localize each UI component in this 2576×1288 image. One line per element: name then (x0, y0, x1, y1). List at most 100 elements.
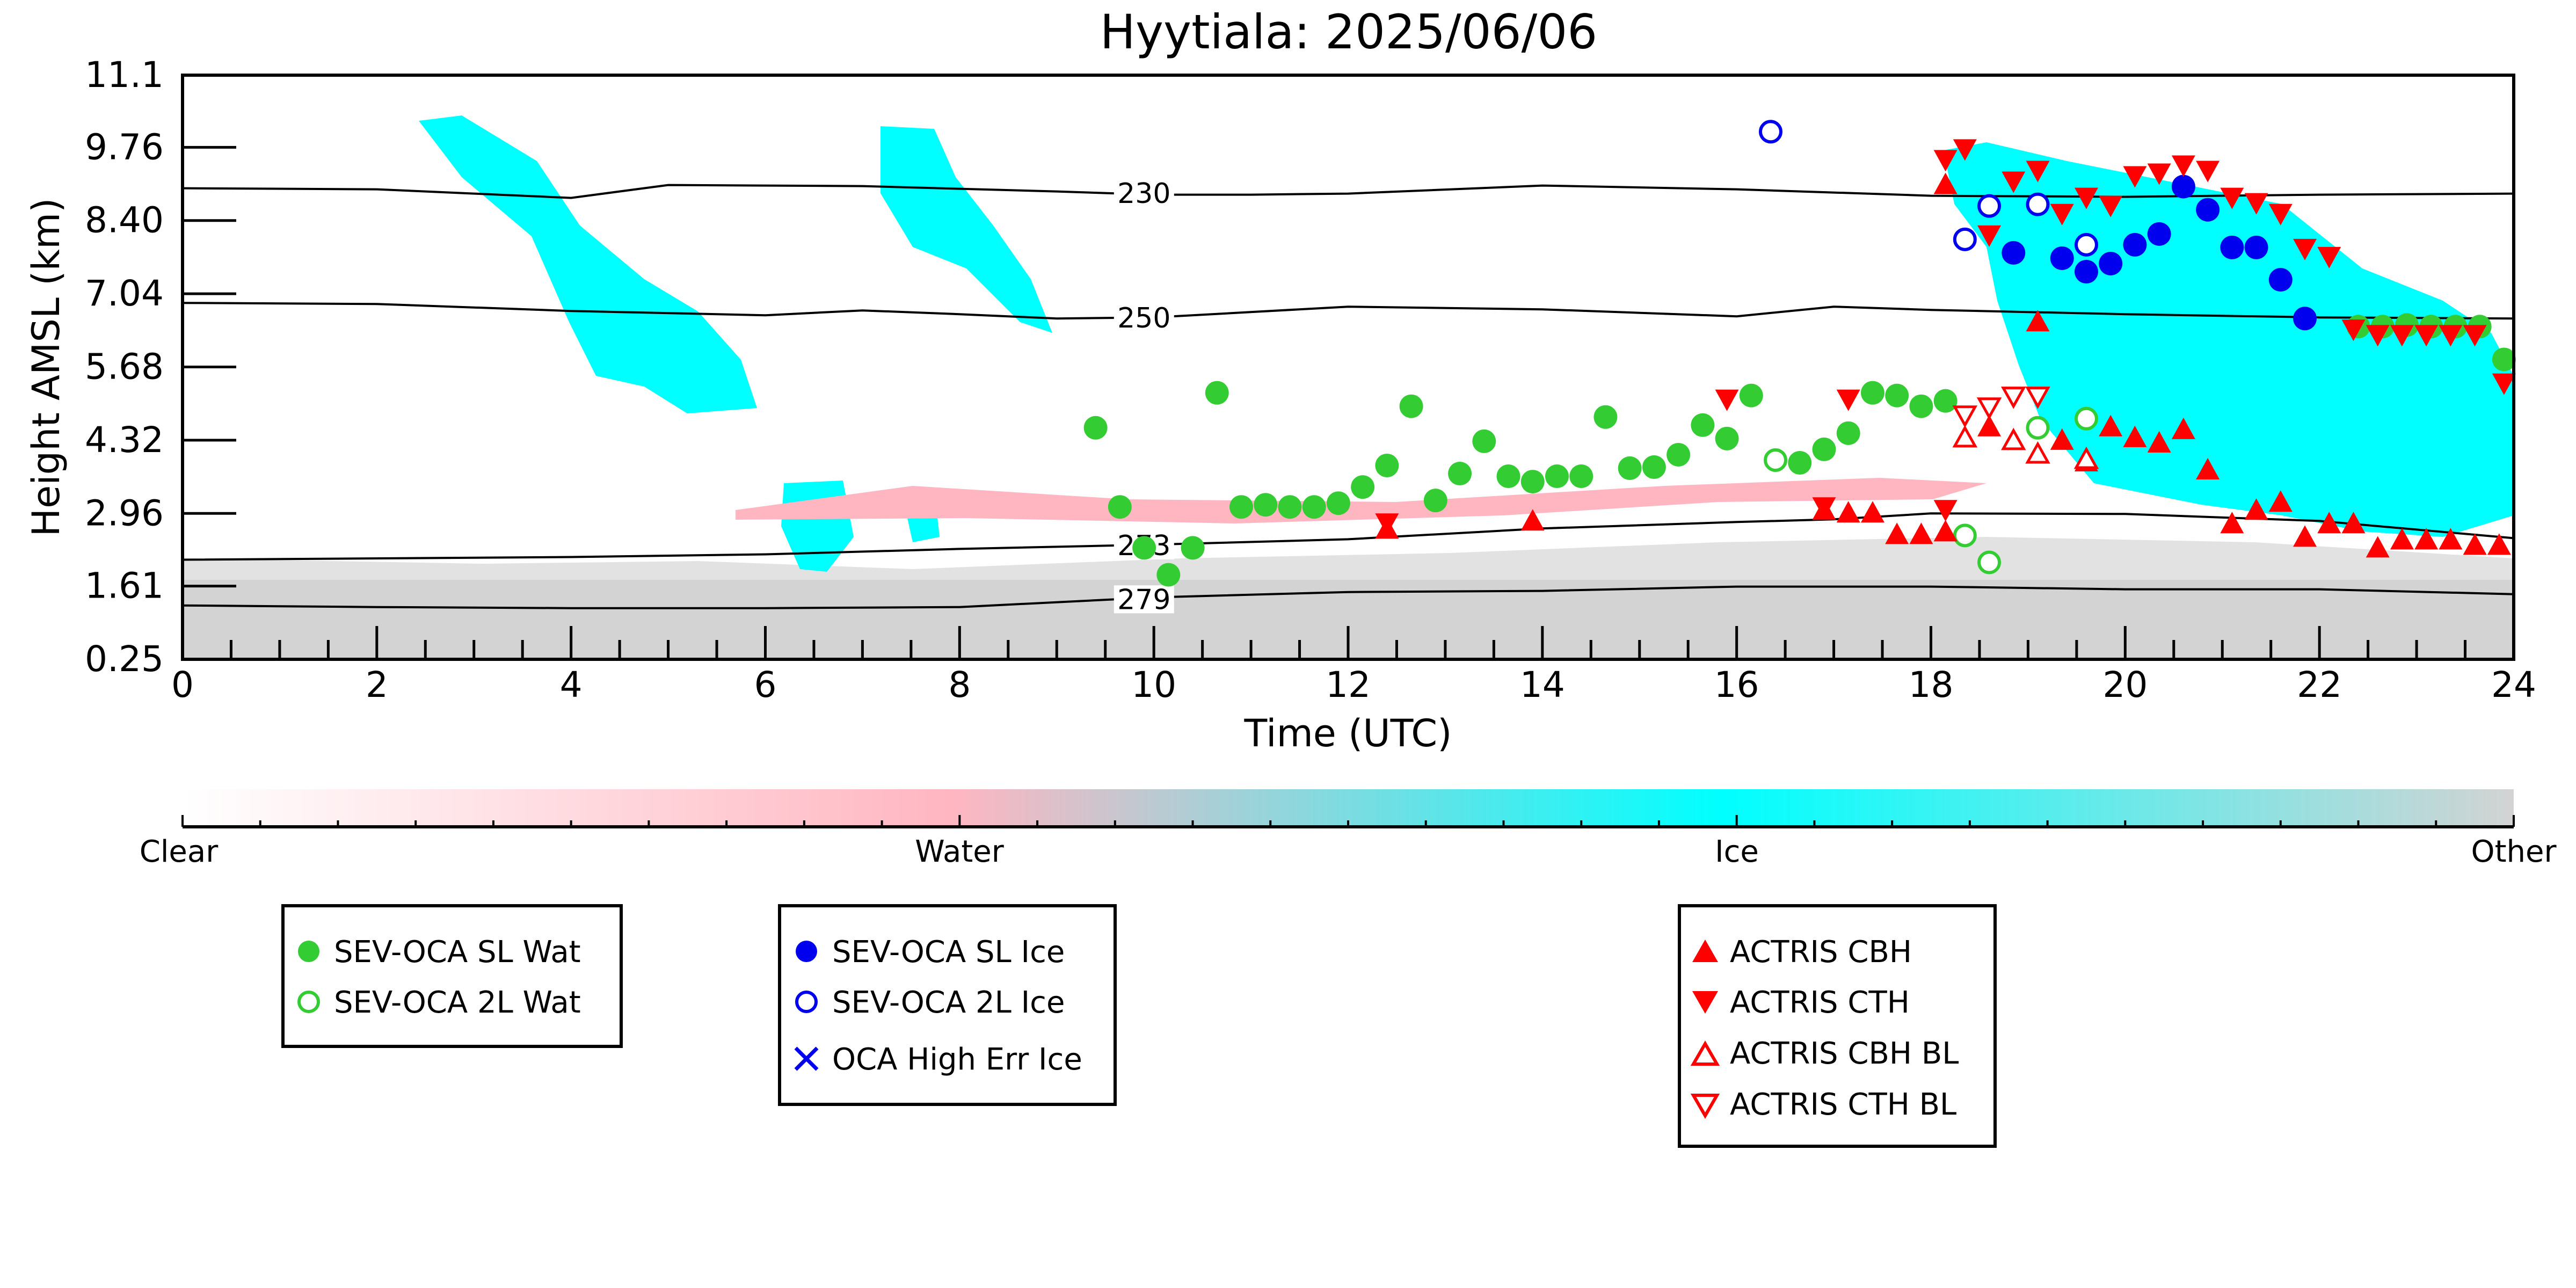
marker-actris-cth-bl (2025, 387, 2050, 409)
marker-actris-cth-bl (1976, 397, 2002, 420)
marker-actris-cth (1933, 500, 1958, 522)
water-layer (736, 478, 1986, 523)
marker-sev-oca-sl-ice (2293, 307, 2317, 331)
colorbar-label-clear: Clear (140, 834, 219, 869)
legend-label-cbh-bl: ACTRIS CBH BL (1730, 1036, 1959, 1071)
marker-sev-oca-sl-wat (1229, 495, 1253, 519)
x-tick-label: 6 (754, 664, 777, 705)
marker-actris-cth (2366, 325, 2390, 347)
marker-actris-cbh (2050, 428, 2074, 450)
marker-sev-oca-sl-wat (1618, 456, 1642, 481)
marker-sev-oca-sl-wat (1933, 389, 1958, 413)
marker-sev-oca-sl-ice (2220, 235, 2244, 259)
marker-sev-oca-sl-wat (1860, 381, 1884, 405)
marker-actris-cbh-bl (2073, 446, 2099, 469)
marker-sev-oca-2l-ice (1758, 120, 1782, 144)
marker-sev-oca-sl-wat (1472, 429, 1496, 453)
marker-actris-cbh (2099, 414, 2123, 436)
x-tick-label: 10 (1131, 664, 1176, 705)
marker-sev-oca-sl-wat (1642, 455, 1666, 479)
marker-sev-oca-sl-ice (2196, 198, 2220, 222)
marker-sev-oca-2l-ice (1977, 194, 2002, 218)
marker-actris-cth (2414, 325, 2439, 347)
marker-actris-cth (2002, 171, 2026, 193)
marker-sev-oca-sl-wat (1399, 394, 1423, 418)
legend-water: SEV-OCA SL Wat SEV-OCA 2L Wat (281, 904, 623, 1048)
marker-sev-oca-2l-ice (1953, 227, 1977, 251)
marker-sev-oca-sl-wat (1083, 416, 1108, 440)
marker-sev-oca-sl-wat (1156, 563, 1181, 587)
legend-ice: SEV-OCA SL Ice SEV-OCA 2L Ice OCA High E… (778, 904, 1117, 1106)
legend-box (778, 904, 1117, 1106)
colorbar: Clear Water Ice Other (140, 789, 2557, 869)
marker-actris-cth (2026, 161, 2050, 183)
marker-sev-oca-sl-wat (1909, 394, 1933, 418)
marker-actris-cbh-bl (2001, 427, 2026, 450)
marker-sev-oca-2l-wat (2026, 416, 2050, 440)
marker-sev-oca-sl-wat (1326, 491, 1350, 515)
y-tick-label: 11.1 (85, 54, 164, 96)
marker-actris-cbh (2123, 425, 2147, 447)
colorbar-label-water: Water (915, 834, 1005, 869)
marker-actris-cbh (1860, 501, 1884, 523)
marker-sev-oca-sl-ice (2050, 246, 2074, 270)
marker-actris-cth (1933, 150, 1958, 172)
y-tick-label: 1.61 (85, 565, 164, 607)
marker-sev-oca-sl-wat (1739, 383, 1763, 407)
marker-actris-cbh (2220, 512, 2244, 534)
marker-actris-cth (2293, 238, 2317, 260)
marker-actris-cbh (2244, 498, 2268, 520)
marker-sev-oca-sl-wat (1132, 536, 1156, 560)
y-tick-label: 8.40 (85, 200, 164, 241)
marker-actris-cbh (1885, 522, 1909, 544)
colorbar-label-ice: Ice (1715, 834, 1759, 869)
legend-label-sl-ice: SEV-OCA SL Ice (832, 935, 1065, 970)
marker-actris-cbh (2414, 528, 2439, 550)
y-tick-label: 7.04 (85, 273, 164, 314)
marker-sev-oca-sl-wat (1885, 383, 1909, 407)
marker-sev-oca-sl-wat (1520, 470, 1545, 494)
marker-actris-cth (1812, 497, 1836, 519)
legend-label-sl-wat: SEV-OCA SL Wat (334, 935, 581, 970)
x-axis-label: Time (UTC) (1244, 711, 1452, 755)
x-axis: 0 2 4 6 8 10 12 14 16 18 20 22 24 (171, 626, 2536, 705)
ice-cloud-left (419, 115, 757, 413)
marker-actris-cbh-bl (2025, 441, 2050, 464)
legend-label-high-err-ice: OCA High Err Ice (832, 1042, 1082, 1077)
ice-cloud-mid (881, 126, 1052, 333)
marker-sev-oca-sl-wat (1448, 462, 1472, 486)
contour-label: 230 (1117, 178, 1170, 210)
marker-sev-oca-sl-wat (1205, 381, 1229, 405)
y-tick-label: 4.32 (85, 419, 164, 461)
colorbar-ticks (181, 815, 2515, 827)
marker-sev-oca-sl-wat (1108, 495, 1132, 519)
marker-actris-cth (2268, 203, 2293, 225)
marker-sev-oca-sl-ice (2171, 174, 2195, 199)
colorbar-gradient (183, 789, 2514, 826)
marker-sev-oca-sl-wat (1181, 536, 1205, 560)
marker-sev-oca-sl-wat (1278, 495, 1302, 519)
marker-sev-oca-sl-ice (2147, 222, 2171, 246)
contour-label-bg (1114, 179, 1174, 208)
marker-sev-oca-sl-wat (1496, 464, 1520, 489)
contour-label: 250 (1117, 302, 1170, 334)
legend-box (1678, 904, 1997, 1148)
y-axis-label: Height AMSL (km) (24, 198, 68, 537)
y-tick-label: 5.68 (85, 346, 164, 387)
marker-actris-cth (2171, 155, 2195, 177)
ground-other-band-top (183, 537, 2514, 580)
marker-actris-cbh (2439, 528, 2463, 550)
contour-label: 279 (1117, 584, 1170, 616)
marker-actris-cth (2050, 203, 2074, 225)
marker-actris-cbh-bl (1952, 425, 1978, 448)
marker-actris-cbh (2171, 417, 2195, 439)
retrieval-markers (1083, 120, 2516, 587)
marker-sev-oca-sl-ice (2244, 235, 2268, 259)
marker-sev-oca-sl-wat (1375, 454, 1399, 478)
chart-title: Hyytiala: 2025/06/06 (1100, 4, 1597, 60)
contour-279 (182, 585, 2514, 609)
marker-actris-cth (2492, 373, 2516, 395)
x-tick-label: 8 (948, 664, 971, 705)
colorbar-label-other: Other (2471, 834, 2557, 869)
